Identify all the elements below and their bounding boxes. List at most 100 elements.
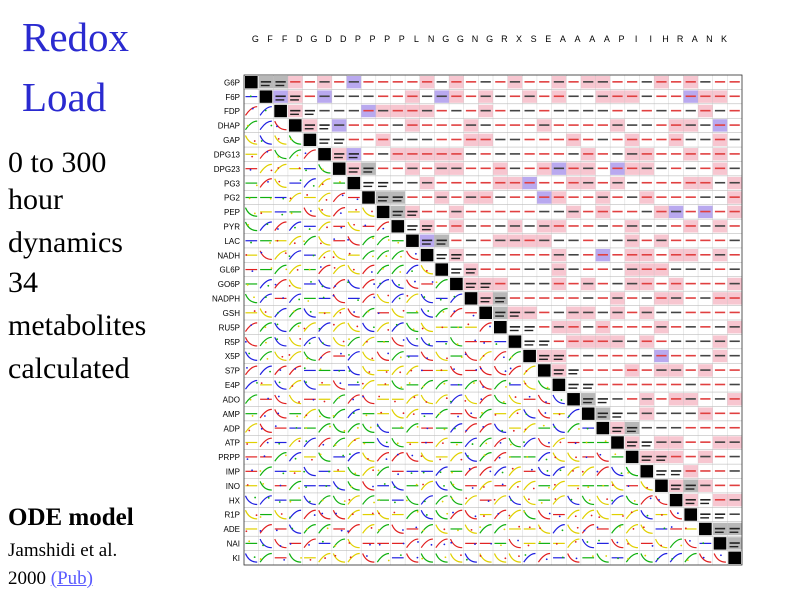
correlation-mark [407, 138, 418, 141]
correlation-mark [729, 95, 740, 98]
trajectory-curve [435, 437, 448, 448]
trajectory-point [308, 544, 310, 546]
correlation-mark [480, 181, 491, 184]
trajectory-point [427, 310, 430, 312]
correlation-mark [685, 502, 695, 505]
trajectory-curve [376, 351, 390, 361]
trajectory-point [288, 284, 291, 287]
correlation-mark [597, 124, 608, 126]
correlation-mark [436, 81, 447, 83]
trajectory-point [357, 299, 359, 302]
correlation-mark [641, 455, 652, 458]
trajectory-point [318, 327, 321, 330]
trajectory-point [266, 357, 269, 360]
correlation-mark [700, 181, 711, 184]
trajectory-point [394, 400, 396, 403]
trajectory-point [250, 241, 252, 244]
trajectory-curve [259, 178, 272, 188]
trajectory-curve [464, 495, 477, 505]
trajectory-curve [420, 379, 433, 390]
trajectory-curve [303, 207, 316, 217]
trajectory-curve [288, 264, 302, 275]
trajectory-point [407, 356, 410, 358]
correlation-mark [656, 412, 667, 415]
correlation-mark [524, 340, 535, 343]
correlation-mark [465, 181, 477, 184]
trajectory-curve [655, 538, 668, 549]
trajectory-point [460, 554, 462, 557]
trajectory-curve [303, 524, 316, 534]
trajectory-point [528, 498, 530, 501]
trajectory-point [299, 179, 302, 182]
correlation-mark [421, 228, 431, 231]
trajectory-curve [420, 524, 433, 534]
trajectory-point [260, 212, 263, 215]
trajectory-point [363, 442, 366, 445]
diagonal-cell [464, 292, 478, 305]
diagonal-cell [699, 522, 712, 536]
trajectory-point [385, 255, 388, 257]
correlation-mark [378, 185, 387, 188]
trajectory-curve [611, 495, 624, 505]
trajectory-curve [669, 509, 682, 520]
correlation-mark [641, 412, 652, 415]
trajectory-curve [376, 279, 390, 289]
trajectory-point [457, 326, 460, 329]
trajectory-point [441, 442, 444, 445]
correlation-mark [612, 167, 623, 170]
correlation-mark [641, 253, 652, 256]
correlation-mark [480, 210, 491, 213]
trajectory-curve [259, 149, 272, 159]
correlation-mark [670, 369, 682, 371]
trajectory-curve [581, 509, 595, 520]
trajectory-curve [464, 509, 477, 520]
trajectory-point [596, 470, 599, 473]
trajectory-point [539, 527, 541, 530]
trajectory-curve [523, 509, 536, 520]
trajectory-curve [318, 236, 331, 246]
correlation-mark [553, 210, 565, 213]
correlation-mark [627, 196, 638, 198]
trajectory-curve [493, 466, 507, 476]
correlation-mark [363, 167, 374, 170]
matrix-trajectory-layer [244, 95, 726, 563]
trajectory-curve [376, 437, 390, 448]
correlation-mark [378, 196, 389, 198]
correlation-mark [685, 225, 696, 227]
trajectory-point [420, 369, 423, 372]
trajectory-curve [303, 322, 316, 332]
correlation-mark [524, 239, 535, 242]
correlation-mark [524, 153, 535, 155]
trajectory-point [490, 542, 493, 545]
correlation-mark [729, 441, 740, 443]
trajectory-point [581, 470, 584, 473]
citation-line: 2000 (Pub) [8, 568, 93, 590]
trajectory-point [251, 155, 254, 158]
trajectory-curve [464, 452, 477, 462]
trajectory-curve [420, 351, 433, 361]
trajectory-point [347, 530, 349, 533]
trajectory-point [644, 554, 647, 557]
trajectory-curve [435, 379, 448, 390]
correlation-mark [700, 502, 710, 505]
trajectory-curve [435, 307, 448, 318]
correlation-mark [612, 282, 623, 285]
pub-link[interactable]: (Pub) [50, 568, 93, 589]
column-label: G [457, 34, 464, 44]
correlation-mark [729, 542, 740, 544]
trajectory-curve [581, 466, 595, 476]
trajectory-curve [450, 307, 463, 318]
trajectory-point [428, 343, 431, 346]
correlation-mark [714, 181, 726, 184]
trajectory-curve [406, 538, 419, 549]
trajectory-point [266, 150, 269, 153]
correlation-mark [539, 181, 550, 184]
trajectory-point [248, 429, 251, 432]
trajectory-point [356, 198, 359, 201]
trajectory-point [497, 512, 500, 515]
trajectory-point [368, 371, 371, 373]
correlation-mark [597, 167, 608, 170]
trajectory-curve [362, 279, 375, 289]
trajectory-curve [347, 322, 360, 333]
column-label: A [589, 34, 595, 44]
